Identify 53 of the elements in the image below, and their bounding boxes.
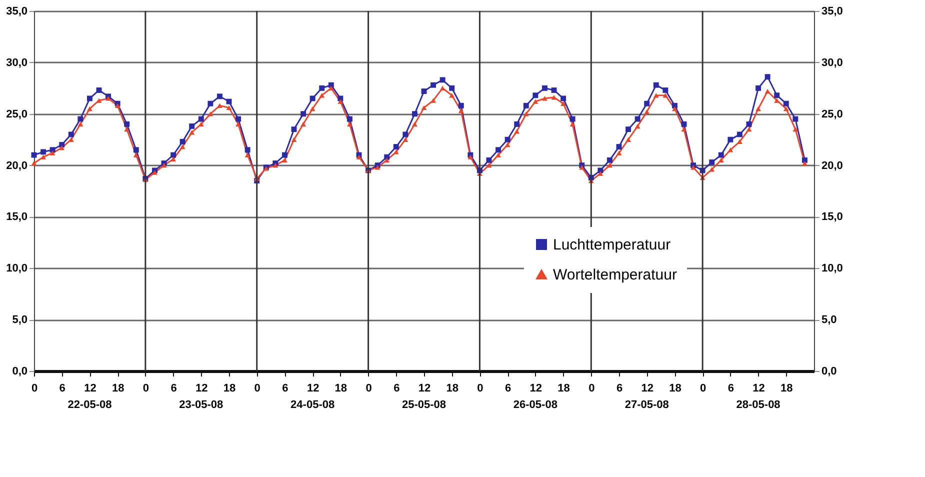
x-tick-label: 12 — [752, 382, 765, 394]
x-tick-label: 12 — [641, 382, 654, 394]
x-tick-label: 0 — [31, 382, 38, 394]
y2-tick-label: 15,0 — [822, 211, 843, 224]
y-tick-label: 30,0 — [6, 56, 28, 69]
text: 22-05-08 — [68, 399, 112, 411]
y-tick-label: 0,0 — [12, 366, 28, 378]
y2-tick-label: 0,0 — [822, 366, 837, 378]
y2-tick-label: 30,0 — [822, 56, 843, 69]
x-tick-label: 6 — [170, 382, 177, 394]
x-tick-label: 18 — [223, 382, 236, 394]
text: 23-05-08 — [179, 399, 224, 411]
x-tick-label: 0 — [254, 382, 260, 394]
x-tick-label: 12 — [84, 382, 96, 394]
y-tick-label: 5,0 — [12, 314, 28, 326]
y2-tick-label: 25,0 — [822, 108, 843, 120]
x-tick-label: 0 — [588, 382, 595, 394]
x-tick-label: 12 — [418, 382, 431, 394]
y2-tick-label: 5,0 — [822, 314, 837, 326]
text: 28-05-08 — [736, 399, 780, 411]
x-tick-label: 0 — [142, 382, 149, 394]
x-tick-label: 6 — [728, 382, 734, 394]
x-tick-label: 18 — [112, 382, 124, 394]
x-tick-label: 6 — [394, 382, 400, 394]
x-tick-label: 0 — [477, 382, 484, 394]
y2-tick-label: 20,0 — [822, 160, 843, 172]
x-tick-label: 18 — [669, 382, 682, 394]
y2-tick-label: 35,0 — [822, 6, 843, 18]
x-tick-label: 6 — [616, 382, 623, 394]
x-tick-label: 6 — [59, 382, 66, 394]
y-tick-label: 35,0 — [6, 6, 28, 18]
x-tick-label: 6 — [505, 382, 512, 394]
legend-label: Worteltemperatuur — [553, 266, 677, 284]
x-tick-label: 18 — [780, 382, 793, 394]
x-tick-label: 18 — [558, 382, 570, 394]
x-tick-label: 0 — [700, 382, 706, 394]
y-tick-label: 20,0 — [6, 160, 28, 172]
text: 26-05-08 — [513, 399, 558, 411]
text: 24-05-08 — [290, 399, 335, 411]
text: 25-05-08 — [402, 399, 446, 411]
legend-label: Luchttemperatuur — [553, 236, 671, 254]
x-tick-label: 12 — [196, 382, 208, 394]
y-tick-label: 15,0 — [6, 211, 28, 224]
y-tick-label: 10,0 — [6, 262, 28, 275]
y2-tick-label: 10,0 — [822, 262, 843, 275]
text: 27-05-08 — [624, 399, 669, 411]
x-tick-label: 12 — [530, 382, 542, 394]
x-tick-label: 6 — [282, 382, 288, 394]
x-tick-label: 12 — [306, 382, 320, 394]
x-tick-label: 0 — [366, 382, 372, 394]
y-tick-label: 25,0 — [6, 108, 28, 120]
x-tick-label: 18 — [334, 382, 348, 394]
x-tick-label: 18 — [446, 382, 458, 394]
